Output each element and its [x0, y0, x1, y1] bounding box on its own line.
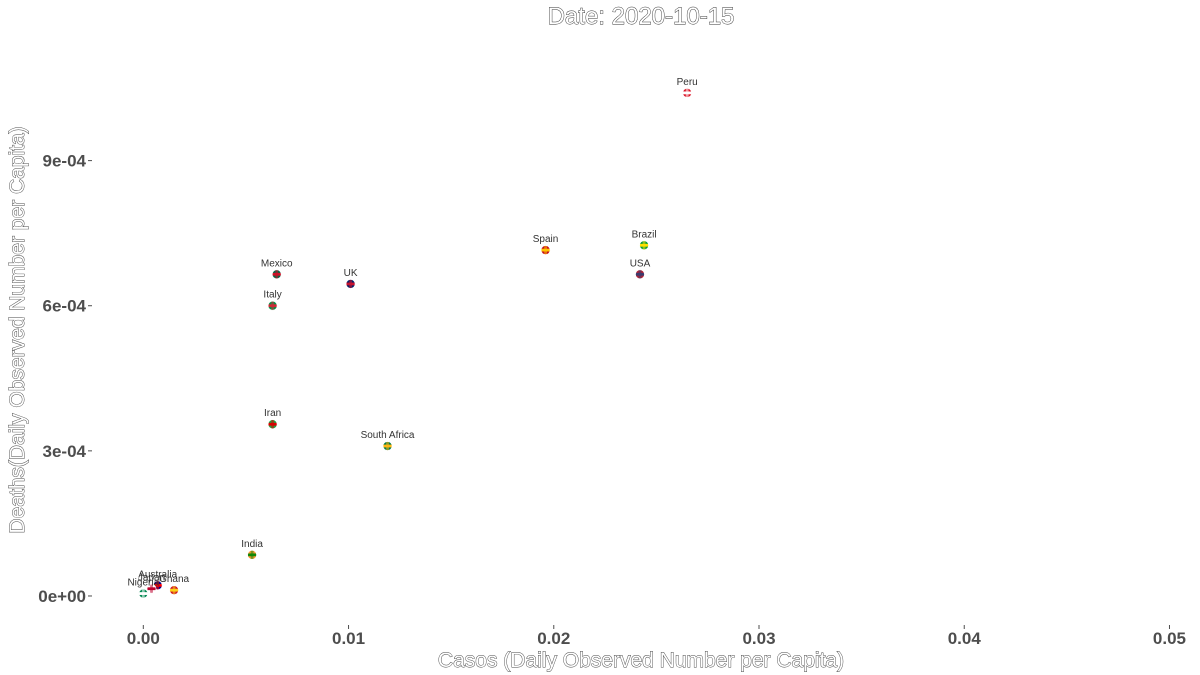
data-point: Nigeria: [127, 578, 160, 599]
x-axis-title: Casos (Daily Observed Number per Capita): [438, 649, 844, 672]
point-label: Peru: [677, 77, 698, 88]
data-point: Ghana: [159, 574, 190, 595]
ghana-flag-icon: [169, 585, 179, 595]
y-tick-label: 6e-04: [43, 297, 87, 316]
data-point: Mexico: [261, 258, 293, 280]
data-point: Iran: [264, 408, 281, 430]
point-label: India: [241, 539, 263, 550]
point-label: Spain: [533, 234, 559, 245]
india-flag-icon: [247, 550, 257, 560]
point-label: Mexico: [261, 258, 293, 269]
point-label: Iran: [264, 408, 281, 419]
point-label: Nigeria: [127, 578, 159, 589]
brazil-flag-icon: [639, 240, 649, 250]
x-tick-label: 0.00: [127, 629, 160, 648]
japan-flag-icon: [147, 584, 157, 594]
point-label: Brazil: [632, 229, 657, 240]
data-point: Spain: [533, 234, 559, 255]
y-tick-label: 9e-04: [43, 152, 87, 171]
spain-flag-icon: [541, 245, 551, 255]
x-tick-label: 0.03: [742, 629, 775, 648]
point-label: USA: [630, 258, 651, 269]
data-point: South Africa: [361, 430, 415, 451]
usa-flag-icon: [635, 269, 645, 279]
point-label: Australia: [138, 569, 177, 580]
data-points: Peru Spain Brazil USA Mexico UK Italy Iran South…: [127, 77, 698, 599]
data-point: Peru: [677, 77, 698, 98]
mexico-flag-icon: [272, 269, 282, 279]
iran-flag-icon: [268, 419, 278, 429]
nigeria-flag-icon: [138, 589, 148, 599]
data-point: India: [241, 539, 263, 560]
data-point: Brazil: [632, 229, 657, 251]
chart-title: Date: 2020-10-15: [548, 3, 735, 30]
point-label: Ghana: [159, 574, 189, 585]
point-label: Italy: [263, 290, 281, 301]
italy-flag-icon: [268, 301, 278, 311]
point-label: South Africa: [361, 430, 415, 441]
y-axis: 0e+00 3e-04 6e-04 9e-04: [38, 152, 92, 606]
x-tick-label: 0.05: [1153, 629, 1186, 648]
australia-flag-icon: [153, 580, 163, 590]
x-axis: 0.00 0.01 0.02 0.03 0.04 0.05: [127, 625, 1186, 648]
peru-flag-icon: [682, 88, 692, 98]
south-africa-flag-icon: [383, 441, 393, 451]
point-label: Japan: [138, 573, 165, 584]
uk-flag-icon: [346, 279, 356, 289]
data-point: UK: [344, 268, 358, 289]
x-tick-label: 0.01: [332, 629, 365, 648]
data-point: USA: [630, 258, 651, 280]
y-tick-label: 3e-04: [43, 442, 87, 461]
x-tick-label: 0.04: [948, 629, 982, 648]
x-tick-label: 0.02: [537, 629, 570, 648]
point-label: UK: [344, 268, 358, 279]
data-point: Italy: [263, 290, 282, 311]
y-tick-label: 0e+00: [38, 587, 86, 606]
y-axis-title: Deaths(Daily Observed Number per Capita): [6, 126, 29, 533]
data-point: Japan: [138, 573, 165, 594]
